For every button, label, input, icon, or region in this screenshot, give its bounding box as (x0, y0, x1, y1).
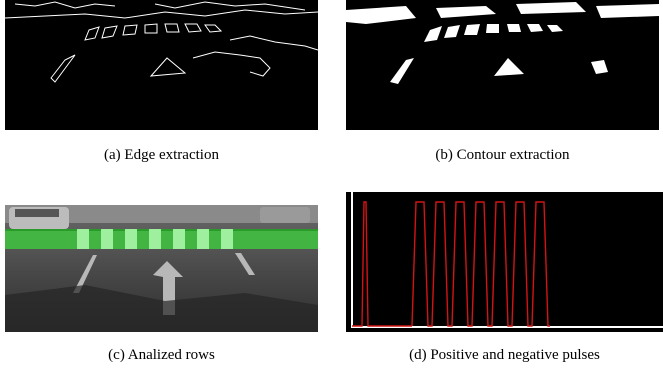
contour-extraction-image (346, 0, 659, 130)
analyzed-rows-svg (5, 205, 318, 332)
pulses-svg (351, 192, 663, 328)
caption-a: (a) Edge extraction (104, 147, 219, 163)
edge-extraction-image (5, 0, 318, 130)
caption-c: (c) Analized rows (108, 347, 215, 363)
analyzed-rows-image (5, 205, 318, 332)
contour-extraction-svg (346, 2, 659, 84)
caption-b: (b) Contour extraction (435, 147, 570, 163)
edge-extraction-svg (5, 1, 318, 83)
pulse-series (352, 201, 550, 327)
caption-d: (d) Positive and negative pulses (409, 347, 600, 363)
pulses-plot (346, 192, 663, 332)
